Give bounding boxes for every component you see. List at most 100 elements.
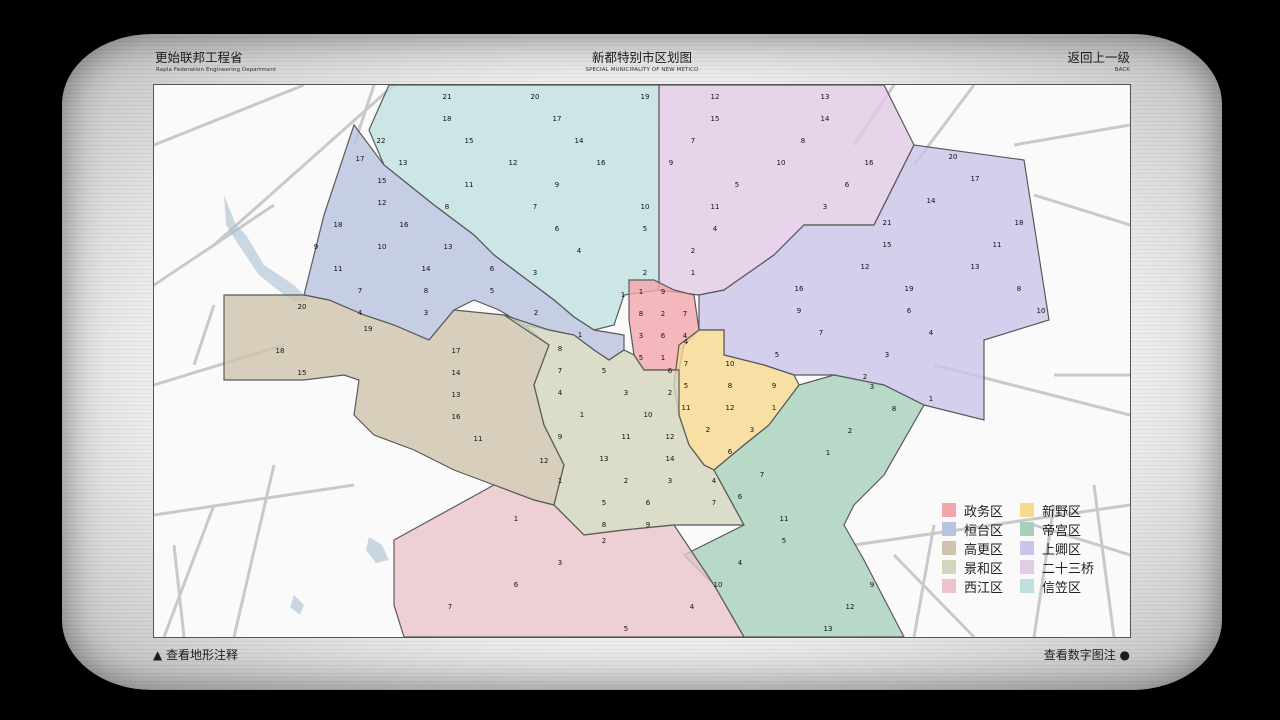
district-number-label: 2 — [643, 269, 647, 277]
back-button[interactable]: 返回上一级 — [1067, 47, 1130, 66]
district-number-label: 19 — [641, 93, 650, 101]
district-number-label: 1 — [580, 411, 584, 419]
district-number-label: 1 — [639, 288, 643, 296]
district-number-label: 18 — [276, 347, 285, 355]
district-number-label: 19 — [905, 285, 914, 293]
map-title: 新都特别市区划图 — [592, 47, 692, 66]
legend-item-jinghe: 景和区 — [942, 559, 1003, 575]
crt-screen: 更始联邦工程省 Rapla Federation Engineering Dep… — [62, 34, 1222, 690]
district-number-label: 6 — [490, 265, 495, 273]
district-number-label: 12 — [846, 603, 855, 611]
district-number-label: 4 — [738, 559, 743, 567]
district-number-label: 14 — [422, 265, 431, 273]
legend-item-gaogeng: 高更区 — [942, 540, 1003, 556]
legend-swatch — [942, 522, 956, 536]
legend-label: 景和区 — [964, 558, 1003, 577]
district-number-label: 2 — [691, 247, 695, 255]
district-number-label: 21 — [443, 93, 452, 101]
district-number-label: 9 — [772, 382, 776, 390]
district-number-label: 17 — [452, 347, 461, 355]
legend-label: 上卿区 — [1042, 539, 1081, 558]
district-number-label: 6 — [661, 332, 666, 340]
legend-label: 政务区 — [964, 501, 1003, 520]
district-number-label: 12 — [509, 159, 518, 167]
district-number-label: 6 — [728, 448, 733, 456]
district-number-label: 7 — [684, 360, 688, 368]
district-number-label: 4 — [684, 338, 689, 346]
legend-item-xinli: 信笠区 — [1020, 578, 1081, 594]
department-subtitle: Rapla Federation Engineering Department — [156, 67, 276, 73]
district-number-label: 3 — [750, 426, 754, 434]
district-number-label: 8 — [424, 287, 428, 295]
district-number-label: 1 — [661, 354, 665, 362]
district-number-label: 17 — [971, 175, 980, 183]
district-number-label: 7 — [683, 310, 687, 318]
district-number-label: 1 — [826, 449, 830, 457]
district-number-label: 1 — [929, 395, 933, 403]
district-number-label: 5 — [624, 625, 628, 633]
district-number-label: 7 — [448, 603, 452, 611]
district-number-label: 10 — [641, 203, 650, 211]
district-number-label: 16 — [452, 413, 461, 421]
district-number-label: 15 — [465, 137, 474, 145]
district-regions — [224, 85, 1049, 637]
district-number-label: 12 — [711, 93, 720, 101]
terrain-notes-button[interactable]: ▲ 查看地形注释 — [153, 646, 238, 663]
district-number-label: 17 — [553, 115, 562, 123]
district-number-label: 16 — [795, 285, 804, 293]
district-number-label: 5 — [782, 537, 786, 545]
district-number-label: 3 — [558, 559, 562, 567]
district-number-label: 19 — [364, 325, 373, 333]
district-number-label: 2 — [661, 310, 665, 318]
district-number-label: 5 — [684, 382, 688, 390]
legend-label: 二十三桥 — [1042, 558, 1094, 577]
district-number-label: 20 — [949, 153, 958, 161]
district-number-label: 8 — [728, 382, 732, 390]
district-number-label: 16 — [865, 159, 874, 167]
legend-label: 桓台区 — [964, 520, 1003, 539]
legend-swatch — [1020, 579, 1034, 593]
district-number-label: 5 — [490, 287, 494, 295]
district-number-label: 6 — [646, 499, 651, 507]
district-number-label: 2 — [668, 389, 672, 397]
district-number-label: 7 — [533, 203, 537, 211]
district-number-label: 2 — [706, 426, 710, 434]
legend-swatch — [1020, 560, 1034, 574]
legend-swatch — [942, 503, 956, 517]
district-number-label: 5 — [643, 225, 647, 233]
district-number-label: 2 — [602, 537, 606, 545]
legend-swatch — [1020, 522, 1034, 536]
district-number-label: 10 — [777, 159, 786, 167]
district-number-label: 16 — [400, 221, 409, 229]
district-number-label: 14 — [821, 115, 830, 123]
district-number-label: 3 — [624, 389, 628, 397]
district-number-label: 6 — [555, 225, 560, 233]
district-number-label: 6 — [738, 493, 743, 501]
district-number-label: 11 — [682, 404, 691, 412]
district-number-label: 9 — [314, 243, 318, 251]
legend-item-xijiang: 西江区 — [942, 578, 1003, 594]
district-number-label: 3 — [533, 269, 537, 277]
district-number-label: 6 — [514, 581, 519, 589]
district-number-label: 20 — [298, 303, 307, 311]
district-number-label: 4 — [713, 225, 718, 233]
district-number-label: 5 — [602, 499, 606, 507]
legend-label: 帝宫区 — [1042, 520, 1081, 539]
district-number-label: 9 — [870, 581, 874, 589]
district-number-label: 11 — [622, 433, 631, 441]
district-number-label: 11 — [334, 265, 343, 273]
district-number-label: 5 — [602, 367, 606, 375]
number-notes-button[interactable]: 查看数字图注 ● — [1044, 646, 1130, 663]
district-number-label: 14 — [575, 137, 584, 145]
district-number-label: 11 — [780, 515, 789, 523]
district-number-label: 10 — [644, 411, 653, 419]
district-gaogeng — [224, 295, 564, 505]
district-number-label: 22 — [377, 137, 386, 145]
legend-swatch — [942, 579, 956, 593]
district-number-label: 7 — [358, 287, 362, 295]
district-number-label: 3 — [885, 351, 889, 359]
district-number-label: 2 — [863, 373, 867, 381]
district-number-label: 4 — [358, 309, 363, 317]
district-number-label: 20 — [531, 93, 540, 101]
district-number-label: 4 — [558, 389, 563, 397]
